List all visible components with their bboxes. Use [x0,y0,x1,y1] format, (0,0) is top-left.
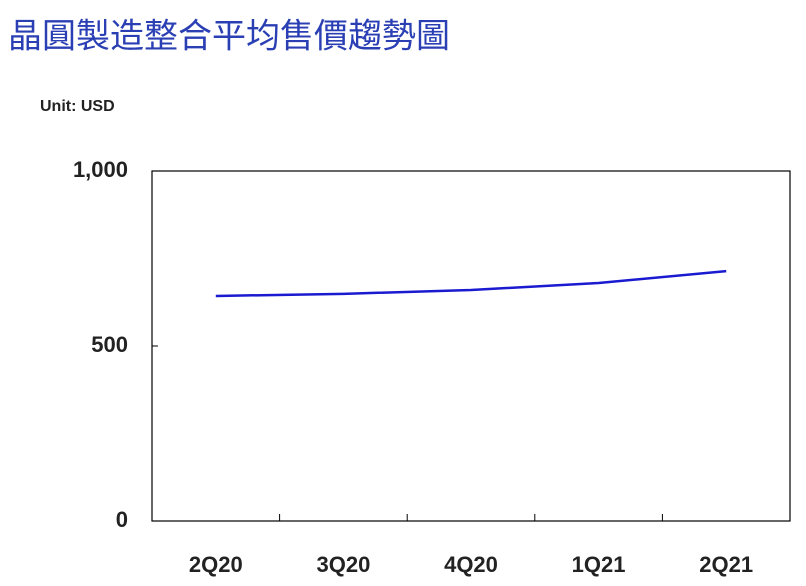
plot-frame [151,170,791,522]
x-tick-label: 1Q21 [572,552,626,577]
x-tick-label: 2Q21 [699,552,753,577]
y-tick-label: 0 [116,507,128,532]
chart-title: 晶圓製造整合平均售價趨勢圖 [8,17,450,57]
x-tick-label: 2Q20 [189,552,243,577]
x-tick-label: 3Q20 [316,552,370,577]
y-tick-label: 1,000 [73,157,128,182]
unit-label: Unit: USD [40,98,115,115]
data-line [215,269,727,298]
y-tick-label: 500 [91,332,128,357]
x-tick-label: 4Q20 [444,552,498,577]
